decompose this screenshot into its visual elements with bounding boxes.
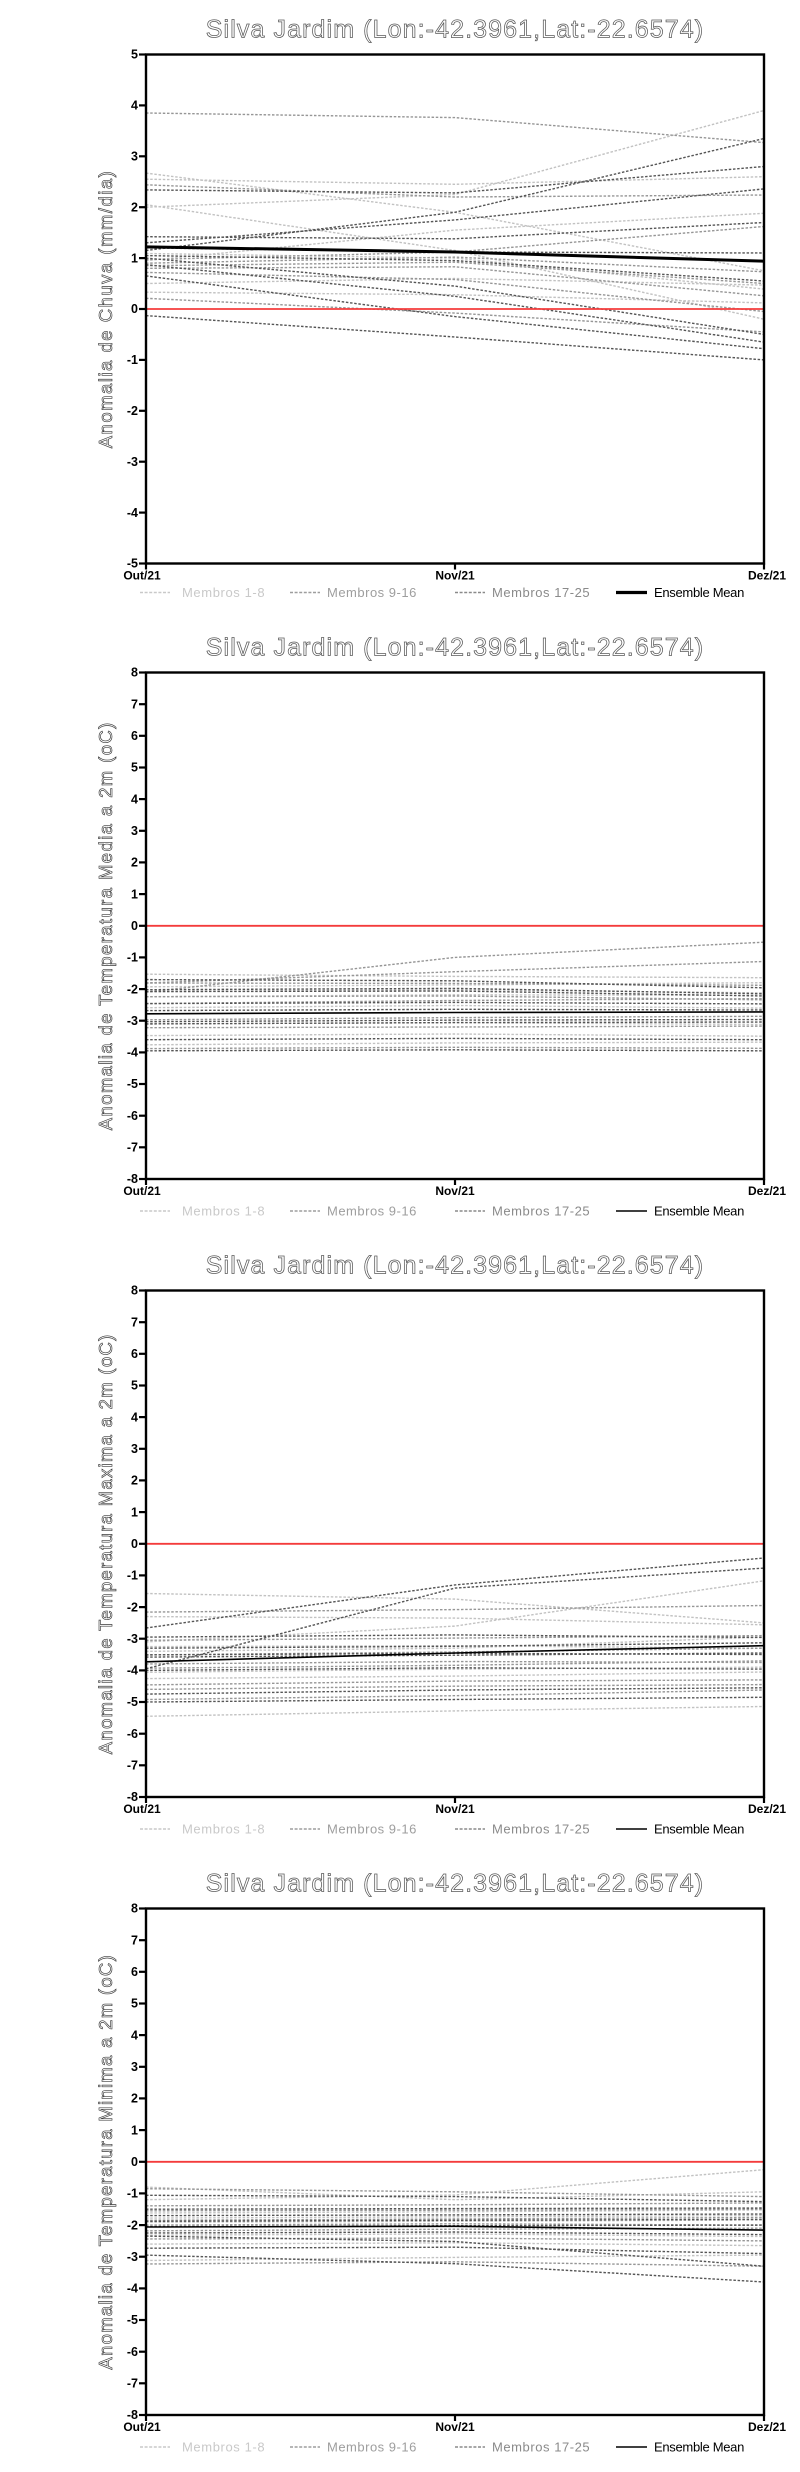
svg-text:0: 0 (131, 302, 138, 316)
svg-text:Out/21: Out/21 (123, 569, 161, 583)
svg-text:0: 0 (131, 2155, 138, 2169)
svg-text:Dez/21: Dez/21 (748, 1802, 786, 1816)
svg-text:2: 2 (131, 856, 138, 870)
svg-text:-7: -7 (127, 2377, 138, 2391)
svg-text:Dez/21: Dez/21 (748, 1184, 786, 1198)
svg-text:-2: -2 (127, 982, 138, 996)
svg-text:1: 1 (131, 251, 138, 265)
svg-text:-4: -4 (127, 2282, 138, 2296)
svg-text:Membros 1-8: Membros 1-8 (182, 1822, 265, 1837)
svg-text:Membros 1-8: Membros 1-8 (182, 1204, 265, 1219)
svg-text:1: 1 (131, 1505, 138, 1519)
svg-text:6: 6 (131, 1965, 138, 1979)
svg-text:Dez/21: Dez/21 (748, 569, 786, 583)
svg-text:-6: -6 (127, 1109, 138, 1123)
svg-text:-2: -2 (127, 404, 138, 418)
svg-text:8: 8 (131, 1284, 138, 1298)
svg-text:Membros 17-25: Membros 17-25 (492, 2440, 590, 2455)
svg-text:-8: -8 (127, 1172, 138, 1186)
svg-text:Out/21: Out/21 (123, 1802, 161, 1816)
svg-text:1: 1 (131, 887, 138, 901)
svg-text:-2: -2 (127, 1600, 138, 1614)
svg-text:4: 4 (131, 99, 138, 113)
svg-text:-5: -5 (127, 1077, 138, 1091)
svg-text:Silva Jardim (Lon:-42.3961,Lat: Silva Jardim (Lon:-42.3961,Lat:-22.6574) (206, 1252, 704, 1280)
svg-text:7: 7 (131, 1933, 138, 1947)
svg-text:-4: -4 (127, 1664, 138, 1678)
svg-text:Silva Jardim (Lon:-42.3961,Lat: Silva Jardim (Lon:-42.3961,Lat:-22.6574) (206, 16, 704, 44)
svg-text:Dez/21: Dez/21 (748, 2420, 786, 2434)
svg-text:Silva Jardim (Lon:-42.3961,Lat: Silva Jardim (Lon:-42.3961,Lat:-22.6574) (206, 634, 704, 662)
svg-text:8: 8 (131, 666, 138, 680)
svg-text:Membros 9-16: Membros 9-16 (327, 1822, 417, 1837)
svg-text:-6: -6 (127, 1727, 138, 1741)
svg-text:Membros 17-25: Membros 17-25 (492, 1822, 590, 1837)
svg-text:-5: -5 (127, 2313, 138, 2327)
svg-text:-1: -1 (127, 1569, 138, 1583)
svg-text:5: 5 (131, 761, 138, 775)
svg-text:-1: -1 (127, 353, 138, 367)
svg-text:-3: -3 (127, 1014, 138, 1028)
svg-text:Nov/21: Nov/21 (435, 569, 475, 583)
svg-text:-7: -7 (127, 1759, 138, 1773)
svg-text:8: 8 (131, 1902, 138, 1916)
svg-text:0: 0 (131, 919, 138, 933)
svg-text:3: 3 (131, 2060, 138, 2074)
svg-text:-3: -3 (127, 1632, 138, 1646)
svg-text:Ensemble Mean: Ensemble Mean (654, 585, 744, 600)
svg-text:Membros 1-8: Membros 1-8 (182, 585, 265, 600)
svg-text:Anomalia de Temperatura Minima: Anomalia de Temperatura Minima a 2m (oC) (95, 1954, 116, 2370)
svg-text:-2: -2 (127, 2218, 138, 2232)
svg-text:2: 2 (131, 1474, 138, 1488)
svg-text:-6: -6 (127, 2345, 138, 2359)
svg-text:Membros 9-16: Membros 9-16 (327, 585, 417, 600)
svg-text:5: 5 (131, 1379, 138, 1393)
svg-text:-8: -8 (127, 1790, 138, 1804)
svg-text:-1: -1 (127, 951, 138, 965)
svg-text:Anomalia de Chuva (mm/dia): Anomalia de Chuva (mm/dia) (95, 170, 116, 449)
svg-text:Out/21: Out/21 (123, 1184, 161, 1198)
svg-text:7: 7 (131, 1315, 138, 1329)
svg-text:6: 6 (131, 729, 138, 743)
svg-text:-4: -4 (127, 506, 138, 520)
svg-text:3: 3 (131, 150, 138, 164)
svg-text:Nov/21: Nov/21 (435, 1802, 475, 1816)
svg-text:2: 2 (131, 200, 138, 214)
svg-text:4: 4 (131, 2028, 138, 2042)
svg-text:Membros 17-25: Membros 17-25 (492, 585, 590, 600)
svg-text:5: 5 (131, 1997, 138, 2011)
svg-text:1: 1 (131, 2123, 138, 2137)
svg-text:6: 6 (131, 1347, 138, 1361)
svg-text:3: 3 (131, 824, 138, 838)
svg-text:-7: -7 (127, 1141, 138, 1155)
svg-text:5: 5 (131, 48, 138, 62)
svg-text:0: 0 (131, 1537, 138, 1551)
svg-text:Ensemble Mean: Ensemble Mean (654, 1822, 744, 1837)
svg-text:2: 2 (131, 2092, 138, 2106)
svg-text:-8: -8 (127, 2408, 138, 2422)
svg-text:3: 3 (131, 1442, 138, 1456)
svg-text:Nov/21: Nov/21 (435, 2420, 475, 2434)
svg-text:Membros 9-16: Membros 9-16 (327, 1204, 417, 1219)
svg-text:4: 4 (131, 792, 138, 806)
svg-text:7: 7 (131, 697, 138, 711)
svg-text:-4: -4 (127, 1046, 138, 1060)
svg-text:Silva Jardim (Lon:-42.3961,Lat: Silva Jardim (Lon:-42.3961,Lat:-22.6574) (206, 1870, 704, 1898)
svg-text:-1: -1 (127, 2187, 138, 2201)
svg-text:Membros 1-8: Membros 1-8 (182, 2440, 265, 2455)
svg-text:-3: -3 (127, 2250, 138, 2264)
svg-text:-5: -5 (127, 557, 138, 571)
svg-text:-5: -5 (127, 1695, 138, 1709)
svg-text:Anomalia de Temperatura Media: Anomalia de Temperatura Media a 2m (oC) (95, 721, 116, 1130)
svg-text:-3: -3 (127, 455, 138, 469)
svg-text:4: 4 (131, 1410, 138, 1424)
svg-text:Nov/21: Nov/21 (435, 1184, 475, 1198)
svg-text:Membros 9-16: Membros 9-16 (327, 2440, 417, 2455)
svg-text:Ensemble Mean: Ensemble Mean (654, 2440, 744, 2455)
svg-text:Out/21: Out/21 (123, 2420, 161, 2434)
svg-text:Membros 17-25: Membros 17-25 (492, 1204, 590, 1219)
svg-text:Ensemble Mean: Ensemble Mean (654, 1204, 744, 1219)
svg-text:Anomalia de Temperatura Maxima: Anomalia de Temperatura Maxima a 2m (oC) (95, 1333, 116, 1754)
